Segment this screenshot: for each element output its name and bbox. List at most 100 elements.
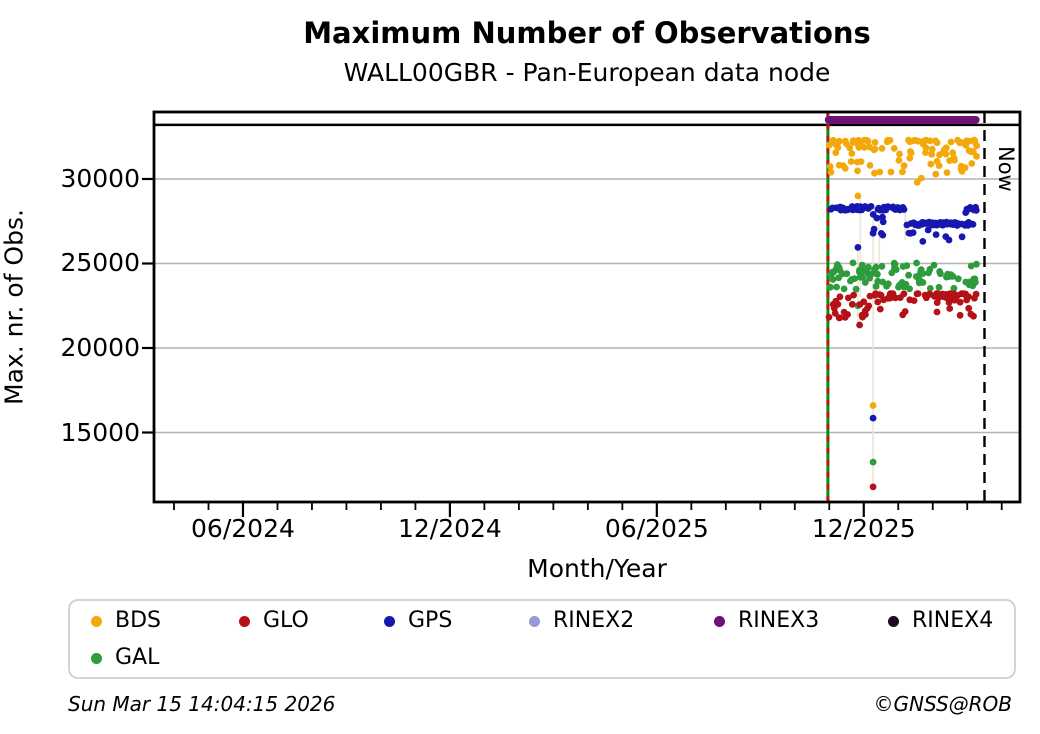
series-point-bds <box>933 139 941 147</box>
series-point-bds <box>927 160 935 168</box>
series-point-bds <box>896 150 903 158</box>
series-point-gal <box>833 283 840 291</box>
series-point-gps <box>924 226 932 234</box>
rinex3-dot-icon <box>714 615 725 627</box>
legend-label: RINEX3 <box>738 608 820 633</box>
series-point-gps <box>869 211 877 218</box>
x-tick-label: 06/2025 <box>604 514 709 543</box>
series-point-gal <box>913 259 920 267</box>
series-point-bds <box>957 165 965 173</box>
series-point-glo <box>856 321 863 329</box>
series-point-gal <box>950 284 958 292</box>
series-point-bds <box>932 170 940 178</box>
series-point-gal <box>869 458 877 466</box>
series-point-bds <box>835 161 843 169</box>
series-point-gps <box>919 238 927 245</box>
series-point-glo <box>865 302 873 310</box>
series-point-bds <box>895 157 903 164</box>
series-point-gps <box>922 220 929 227</box>
legend-item-gal: GAL <box>91 646 159 670</box>
series-point-glo <box>836 293 844 301</box>
series-point-glo <box>896 294 904 301</box>
series-point-gal <box>935 283 943 291</box>
series-point-gal <box>861 279 869 286</box>
series-point-gal <box>905 271 912 279</box>
legend-label: GPS <box>408 608 453 633</box>
series-point-gps <box>889 203 897 211</box>
series-point-glo <box>956 311 964 319</box>
series-point-glo <box>945 299 953 306</box>
series-point-bds <box>922 136 930 144</box>
series-point-bds <box>933 157 941 165</box>
series-point-gal <box>862 267 870 275</box>
series-point-bds <box>869 402 877 409</box>
series-point-gal <box>937 270 944 278</box>
series-point-bds <box>842 137 849 145</box>
series-point-gps <box>942 219 950 227</box>
series-point-bds <box>871 139 879 146</box>
series-point-bds <box>827 168 835 176</box>
series-point-glo <box>972 290 980 298</box>
series-point-gps <box>854 244 862 251</box>
chart-title: Maximum Number of Observations <box>303 16 871 50</box>
credit: ©GNSS@ROB <box>873 692 1013 716</box>
series-point-bds <box>911 136 919 144</box>
series-point-gal <box>926 285 934 292</box>
series-point-glo <box>825 313 833 321</box>
series-point-glo <box>933 308 941 316</box>
series-point-bds <box>973 152 980 160</box>
series-point-bds <box>928 145 936 153</box>
series-point-bds <box>956 138 963 146</box>
series-point-bds <box>968 160 976 167</box>
series-point-gal <box>917 268 924 276</box>
series-point-glo <box>859 313 866 321</box>
legend-label: RINEX2 <box>553 608 635 633</box>
series-point-gal <box>949 273 957 280</box>
series-point-bds <box>860 136 868 144</box>
series-point-gal <box>916 277 923 285</box>
series-point-bds <box>951 156 958 164</box>
series-point-gal <box>829 276 837 283</box>
series-point-glo <box>965 304 973 312</box>
series-point-bds <box>900 162 908 170</box>
series-point-bds <box>866 162 874 169</box>
series-point-bds <box>846 144 854 152</box>
series-point-gal <box>874 277 882 285</box>
legend-item-rinex2: RINEX2 <box>529 609 634 633</box>
series-point-bds <box>913 179 921 186</box>
y-tick-label: 15000 <box>60 417 140 447</box>
series-point-gal <box>872 283 880 290</box>
series-point-bds <box>942 144 950 152</box>
legend: BDS GLO GPS RINEX2 RINEX3 RINEX4 GAL <box>68 599 1016 679</box>
series-point-bds <box>928 150 936 158</box>
series-point-bds <box>890 145 898 152</box>
series-point-gal <box>847 277 854 285</box>
series-point-gal <box>883 282 890 290</box>
series-point-gps <box>962 220 970 228</box>
series-point-glo <box>899 311 907 319</box>
series-point-gal <box>926 265 934 273</box>
series-point-gps <box>914 221 921 228</box>
gal-dot-icon <box>91 652 102 664</box>
series-point-bds <box>886 137 894 144</box>
series-point-bds <box>829 136 837 144</box>
series-point-glo <box>946 305 954 312</box>
series-point-glo <box>836 314 844 322</box>
series-point-gps <box>827 205 835 213</box>
series-point-gal <box>967 262 975 270</box>
series-point-bds <box>878 145 886 152</box>
y-tick-label: 30000 <box>60 163 140 193</box>
x-tick-label: 12/2025 <box>811 514 916 543</box>
y-tick-label: 20000 <box>60 333 140 362</box>
series-point-glo <box>844 294 852 302</box>
series-point-bds <box>918 174 925 182</box>
series-point-glo <box>850 291 857 299</box>
series-point-glo <box>877 291 885 299</box>
legend-item-gps: GPS <box>384 609 452 633</box>
series-point-glo <box>962 290 969 298</box>
x-tick-label: 06/2024 <box>191 514 295 543</box>
legend-label: GLO <box>263 608 309 633</box>
series-point-bds <box>936 151 943 159</box>
series-point-bds <box>853 158 861 166</box>
series-point-glo <box>844 311 851 318</box>
